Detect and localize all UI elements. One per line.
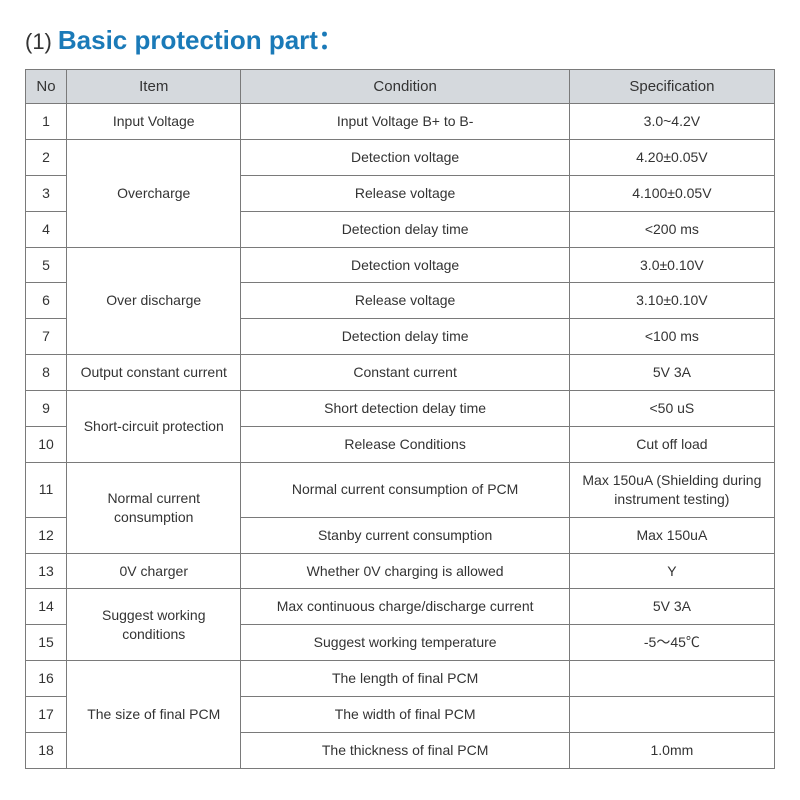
cell-no: 6 <box>26 283 67 319</box>
cell-condition: Stanby current consumption <box>241 517 569 553</box>
cell-no: 17 <box>26 697 67 733</box>
cell-specification: 5V 3A <box>569 355 774 391</box>
cell-no: 3 <box>26 175 67 211</box>
table-row: 2OverchargeDetection voltage4.20±0.05V <box>26 139 775 175</box>
cell-condition: Detection voltage <box>241 247 569 283</box>
cell-no: 1 <box>26 104 67 140</box>
cell-condition: Release voltage <box>241 283 569 319</box>
cell-no: 18 <box>26 733 67 769</box>
cell-condition: Release voltage <box>241 175 569 211</box>
col-no: No <box>26 70 67 104</box>
cell-condition: Short detection delay time <box>241 391 569 427</box>
cell-no: 16 <box>26 661 67 697</box>
cell-condition: Constant current <box>241 355 569 391</box>
page: (1) Basic protection part： No Item Condi… <box>0 0 800 769</box>
table-header-row: No Item Condition Specification <box>26 70 775 104</box>
table-row: 16The size of final PCMThe length of fin… <box>26 661 775 697</box>
cell-no: 12 <box>26 517 67 553</box>
cell-specification <box>569 697 774 733</box>
cell-specification: 1.0mm <box>569 733 774 769</box>
cell-condition: Normal current consumption of PCM <box>241 462 569 517</box>
cell-specification: 4.20±0.05V <box>569 139 774 175</box>
cell-item: Suggest working conditions <box>67 589 241 661</box>
cell-specification: 3.0~4.2V <box>569 104 774 140</box>
cell-item: Short-circuit protection <box>67 391 241 463</box>
cell-specification: <200 ms <box>569 211 774 247</box>
cell-item: The size of final PCM <box>67 661 241 769</box>
table-row: 8Output constant currentConstant current… <box>26 355 775 391</box>
cell-condition: The thickness of final PCM <box>241 733 569 769</box>
cell-specification <box>569 661 774 697</box>
cell-specification: Max 150uA <box>569 517 774 553</box>
cell-specification: <50 uS <box>569 391 774 427</box>
cell-specification: Y <box>569 553 774 589</box>
title-row: (1) Basic protection part： <box>25 20 775 57</box>
cell-item: Output constant current <box>67 355 241 391</box>
cell-item: Normal current consumption <box>67 462 241 553</box>
cell-condition: Input Voltage B+ to B- <box>241 104 569 140</box>
cell-condition: Detection delay time <box>241 211 569 247</box>
cell-specification: Cut off load <box>569 427 774 463</box>
cell-item: 0V charger <box>67 553 241 589</box>
cell-specification: -5～45℃ <box>569 625 774 661</box>
cell-no: 9 <box>26 391 67 427</box>
cell-no: 11 <box>26 462 67 517</box>
title-prefix: (1) <box>25 29 52 55</box>
cell-condition: Whether 0V charging is allowed <box>241 553 569 589</box>
table-row: 9Short-circuit protectionShort detection… <box>26 391 775 427</box>
cell-condition: Detection delay time <box>241 319 569 355</box>
cell-no: 14 <box>26 589 67 625</box>
cell-no: 5 <box>26 247 67 283</box>
cell-item: Overcharge <box>67 139 241 247</box>
section-title: Basic protection part： <box>58 20 344 57</box>
cell-specification: 3.0±0.10V <box>569 247 774 283</box>
col-spec: Specification <box>569 70 774 104</box>
cell-condition: Suggest working temperature <box>241 625 569 661</box>
cell-condition: Release Conditions <box>241 427 569 463</box>
cell-specification: <100 ms <box>569 319 774 355</box>
cell-specification: 5V 3A <box>569 589 774 625</box>
table-row: 130V chargerWhether 0V charging is allow… <box>26 553 775 589</box>
cell-condition: The width of final PCM <box>241 697 569 733</box>
cell-no: 7 <box>26 319 67 355</box>
cell-no: 10 <box>26 427 67 463</box>
cell-no: 8 <box>26 355 67 391</box>
cell-no: 15 <box>26 625 67 661</box>
cell-specification: 4.100±0.05V <box>569 175 774 211</box>
table-row: 14Suggest working conditionsMax continuo… <box>26 589 775 625</box>
cell-specification: Max 150uA (Shielding during instrument t… <box>569 462 774 517</box>
cell-specification: 3.10±0.10V <box>569 283 774 319</box>
table-row: 11Normal current consumptionNormal curre… <box>26 462 775 517</box>
cell-item: Over discharge <box>67 247 241 355</box>
cell-condition: Max continuous charge/discharge current <box>241 589 569 625</box>
cell-condition: Detection voltage <box>241 139 569 175</box>
col-cond: Condition <box>241 70 569 104</box>
cell-item: Input Voltage <box>67 104 241 140</box>
table-row: 1Input VoltageInput Voltage B+ to B-3.0~… <box>26 104 775 140</box>
spec-table: No Item Condition Specification 1Input V… <box>25 69 775 769</box>
cell-no: 13 <box>26 553 67 589</box>
cell-no: 4 <box>26 211 67 247</box>
table-row: 5Over dischargeDetection voltage3.0±0.10… <box>26 247 775 283</box>
col-item: Item <box>67 70 241 104</box>
cell-condition: The length of final PCM <box>241 661 569 697</box>
cell-no: 2 <box>26 139 67 175</box>
